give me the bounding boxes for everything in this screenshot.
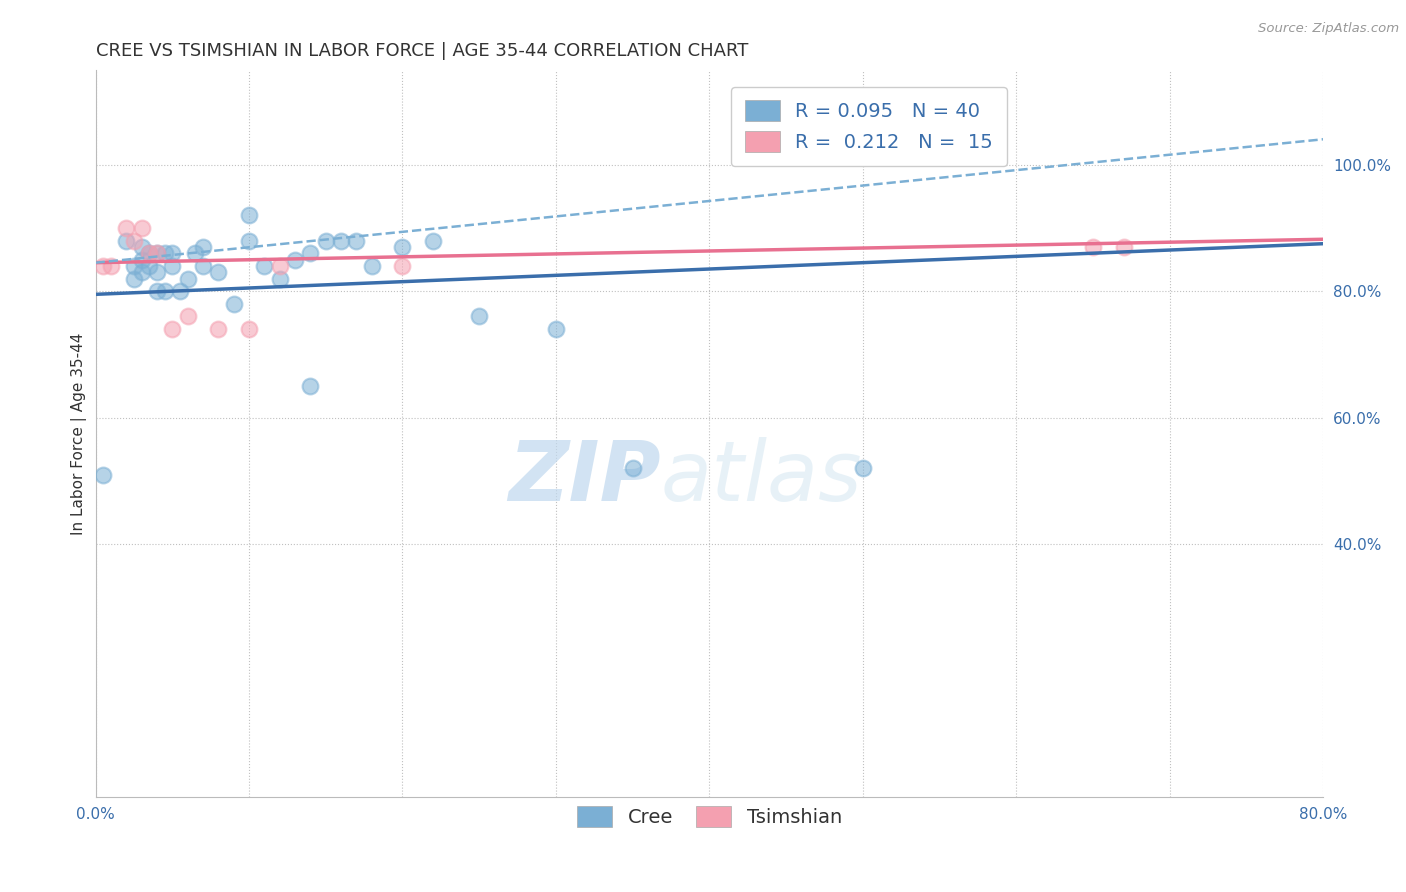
Point bbox=[162, 246, 184, 260]
Point bbox=[299, 379, 322, 393]
Point bbox=[544, 322, 567, 336]
Point bbox=[146, 265, 169, 279]
Point bbox=[284, 252, 307, 267]
Point bbox=[100, 259, 122, 273]
Point bbox=[146, 246, 169, 260]
Point bbox=[207, 265, 229, 279]
Point bbox=[1081, 240, 1104, 254]
Point bbox=[422, 234, 444, 248]
Point bbox=[162, 322, 184, 336]
Point bbox=[138, 246, 160, 260]
Point bbox=[299, 246, 322, 260]
Point bbox=[238, 322, 260, 336]
Point bbox=[269, 271, 291, 285]
Text: ZIP: ZIP bbox=[508, 437, 661, 517]
Point bbox=[222, 297, 245, 311]
Text: Source: ZipAtlas.com: Source: ZipAtlas.com bbox=[1258, 22, 1399, 36]
Point bbox=[115, 220, 138, 235]
Point bbox=[330, 234, 353, 248]
Point bbox=[131, 240, 153, 254]
Legend: Cree, Tsimshian: Cree, Tsimshian bbox=[569, 798, 849, 835]
Point bbox=[162, 259, 184, 273]
Point bbox=[131, 252, 153, 267]
Y-axis label: In Labor Force | Age 35-44: In Labor Force | Age 35-44 bbox=[72, 333, 87, 534]
Point bbox=[176, 271, 198, 285]
Point bbox=[391, 240, 413, 254]
Point bbox=[315, 234, 337, 248]
Point bbox=[153, 284, 176, 298]
Point bbox=[1112, 240, 1135, 254]
Point bbox=[621, 461, 644, 475]
Point bbox=[852, 461, 875, 475]
Point bbox=[169, 284, 191, 298]
Point bbox=[115, 234, 138, 248]
Point bbox=[138, 246, 160, 260]
Text: CREE VS TSIMSHIAN IN LABOR FORCE | AGE 35-44 CORRELATION CHART: CREE VS TSIMSHIAN IN LABOR FORCE | AGE 3… bbox=[96, 42, 748, 60]
Point bbox=[138, 259, 160, 273]
Point bbox=[346, 234, 368, 248]
Point bbox=[153, 246, 176, 260]
Point bbox=[238, 234, 260, 248]
Point bbox=[122, 234, 145, 248]
Point bbox=[184, 246, 207, 260]
Point bbox=[191, 259, 214, 273]
Point bbox=[122, 259, 145, 273]
Point bbox=[238, 208, 260, 222]
Text: atlas: atlas bbox=[661, 437, 862, 517]
Point bbox=[269, 259, 291, 273]
Point bbox=[146, 246, 169, 260]
Point bbox=[146, 284, 169, 298]
Point bbox=[91, 259, 114, 273]
Point bbox=[391, 259, 413, 273]
Point bbox=[207, 322, 229, 336]
Point bbox=[468, 310, 491, 324]
Point bbox=[360, 259, 382, 273]
Point bbox=[91, 467, 114, 482]
Point bbox=[131, 220, 153, 235]
Point bbox=[176, 310, 198, 324]
Point bbox=[253, 259, 276, 273]
Point bbox=[131, 265, 153, 279]
Point bbox=[122, 271, 145, 285]
Point bbox=[191, 240, 214, 254]
